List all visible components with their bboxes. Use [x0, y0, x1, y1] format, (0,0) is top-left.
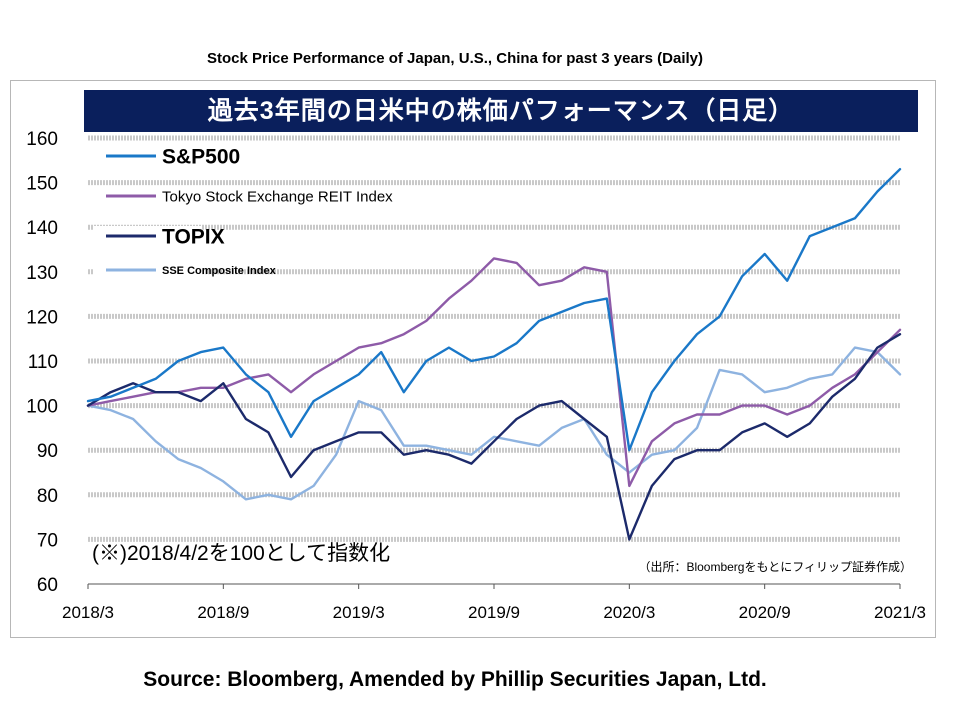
page-top-title: Stock Price Performance of Japan, U.S., … [206, 50, 703, 67]
y-tick-label: 70 [37, 530, 58, 551]
legend-background [94, 146, 202, 170]
legend-background [94, 260, 202, 284]
y-tick-label: 150 [26, 174, 58, 195]
x-tick-label: 2019/3 [333, 603, 385, 622]
y-tick-label: 60 [37, 575, 58, 596]
legend-label: SSE Composite Index [162, 265, 277, 277]
x-tick-label: 2021/3 [874, 603, 926, 622]
series-line-sse-composite-index [86, 346, 902, 501]
legend: S&P500 Tokyo Stock Exchange REIT Index TOP… [94, 145, 393, 284]
y-tick-label: 100 [26, 397, 58, 418]
x-tick-label: 2020/9 [739, 603, 791, 622]
series-lines [86, 167, 902, 541]
legend-label: TOPIX [162, 225, 225, 248]
chart-title-banner: 過去3年間の日米中の株価パフォーマンス（日足） [84, 90, 918, 132]
legend-label: Tokyo Stock Exchange REIT Index [162, 188, 393, 205]
legend-label: S&P500 [162, 145, 240, 168]
source-caption: Source: Bloomberg, Amended by Phillip Se… [143, 668, 767, 691]
y-axis-tick-labels: 60 70 80 90 100 110 120 130 140 150 160 [26, 129, 58, 596]
series-line-s-p500 [86, 167, 902, 452]
x-axis-tick-labels: 2018/3 2018/9 2019/3 2019/9 2020/3 2020/9 2021… [62, 584, 926, 622]
y-tick-label: 130 [26, 263, 58, 284]
chart-credit: （出所：Bloombergをもとにフィリップ証券作成） [638, 559, 912, 574]
y-tick-label: 80 [37, 486, 58, 507]
y-tick-label: 90 [37, 441, 58, 462]
series-line-topix [86, 333, 902, 541]
chart-note: (※)2018/4/2を100として指数化 [92, 542, 390, 565]
x-tick-label: 2018/3 [62, 603, 114, 622]
series-line-tokyo-stock-exchange-reit-index [86, 257, 902, 488]
y-tick-label: 160 [26, 129, 58, 150]
x-tick-label: 2018/9 [197, 603, 249, 622]
x-tick-label: 2020/3 [603, 603, 655, 622]
legend-background [94, 226, 202, 250]
y-tick-label: 110 [28, 352, 58, 373]
legend-background [94, 186, 202, 210]
y-tick-label: 120 [26, 307, 58, 328]
y-tick-label: 140 [26, 218, 58, 239]
x-tick-label: 2019/9 [468, 603, 520, 622]
